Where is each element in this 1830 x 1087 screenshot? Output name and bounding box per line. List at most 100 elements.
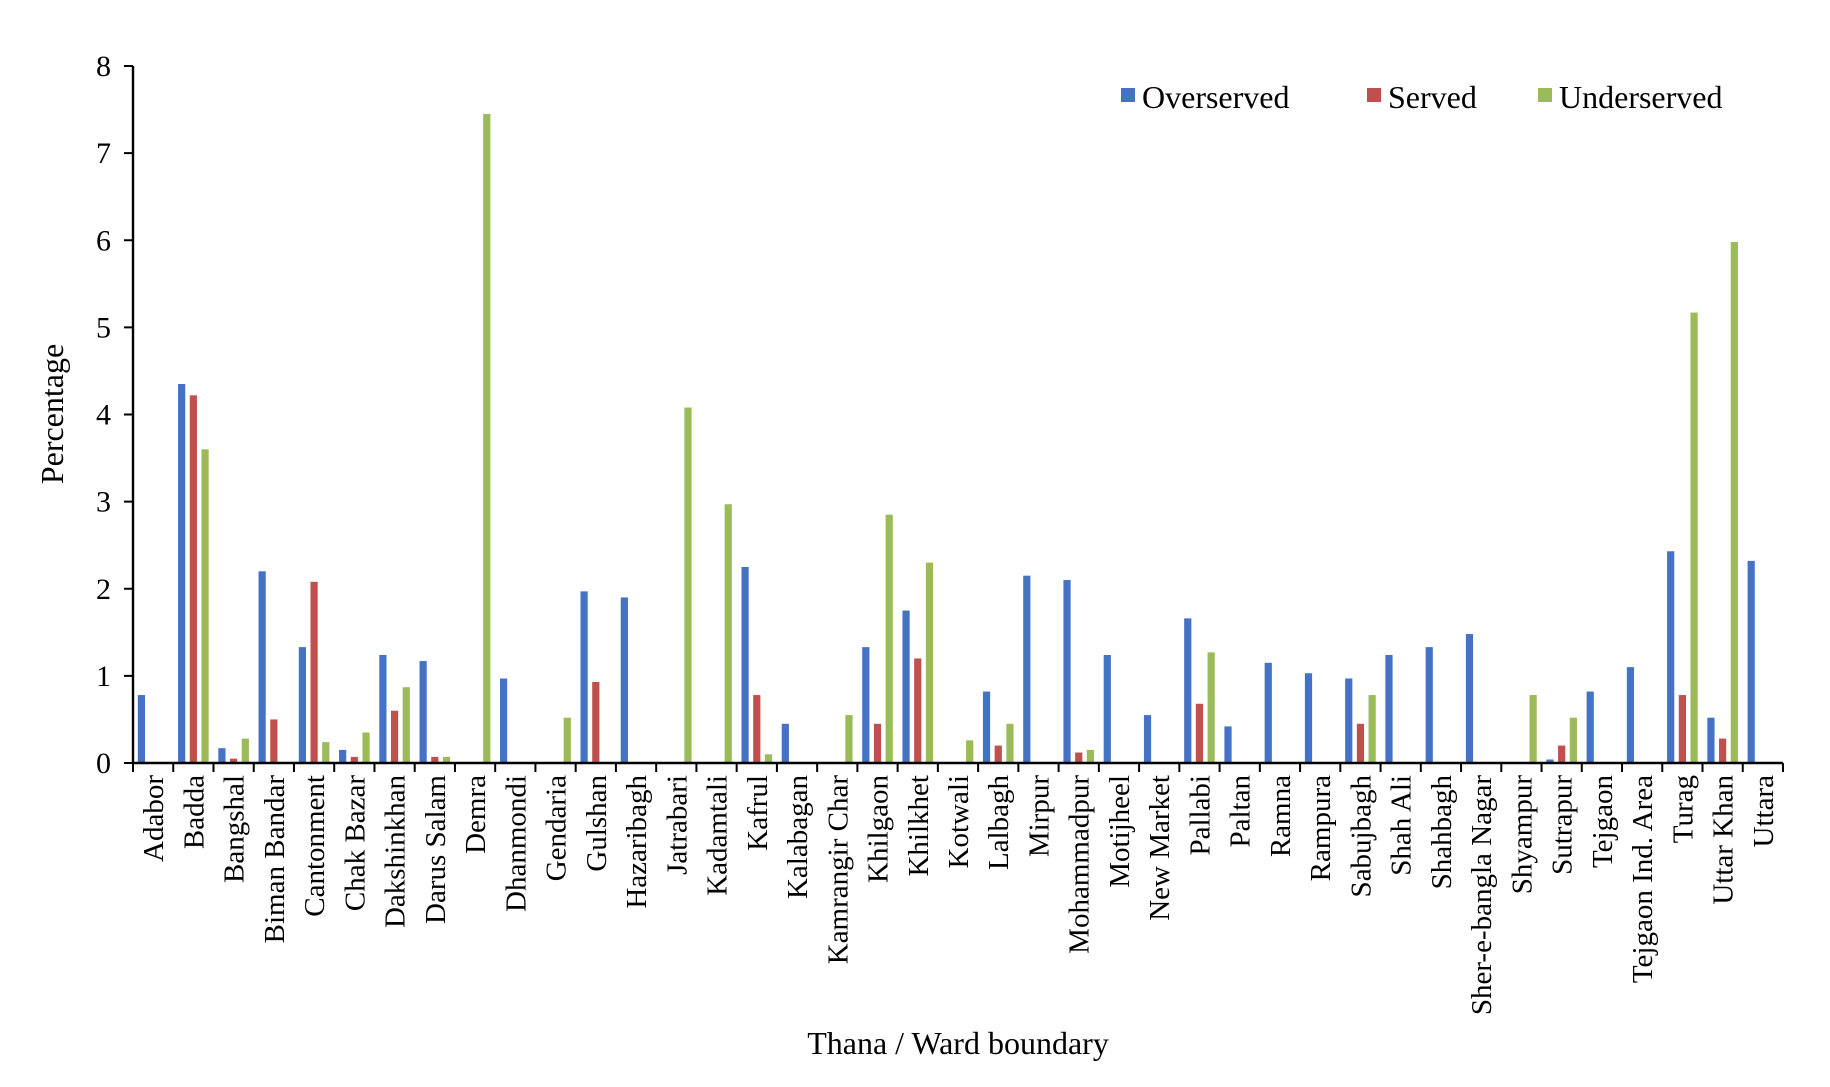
x-tick-label: Shyampur <box>1506 775 1538 895</box>
bar-underserved <box>362 732 370 763</box>
x-tick-label: Demra <box>460 775 492 854</box>
x-tick-label: Dhanmondi <box>500 775 532 912</box>
legend-label-underserved: Underserved <box>1559 79 1722 115</box>
bar-overserved <box>1747 560 1755 763</box>
bar-overserved <box>862 647 870 763</box>
bar-overserved <box>781 723 789 763</box>
bar-overserved <box>741 566 749 763</box>
bar-overserved <box>902 610 910 763</box>
x-tick-label: Sher-e-bangla Nagar <box>1466 775 1498 1015</box>
bar-served <box>753 695 761 763</box>
x-tick-label: Ramna <box>1265 775 1297 857</box>
x-tick-label: Kalabagan <box>782 775 814 899</box>
bar-underserved <box>1569 717 1577 763</box>
bar-underserved <box>724 504 732 763</box>
bar-underserved <box>241 738 249 763</box>
x-tick-label: Sutrapur <box>1547 775 1579 875</box>
legend-swatch-served <box>1367 88 1381 102</box>
bar-served <box>1719 738 1727 763</box>
bar-overserved <box>1667 551 1675 763</box>
bar-overserved <box>379 654 387 763</box>
bar-served <box>592 681 600 763</box>
legend-swatch-overserved <box>1121 88 1135 102</box>
bar-served <box>1558 745 1566 763</box>
bar-overserved <box>1546 759 1554 763</box>
x-tick-label: Kadamtali <box>702 775 734 896</box>
bar-underserved <box>1086 749 1095 763</box>
x-tick-label: Darus Salam <box>420 775 452 924</box>
x-tick-label: Kafrul <box>742 775 774 851</box>
x-tick-label: Paltan <box>1225 775 1257 848</box>
bar-overserved <box>620 597 628 763</box>
x-tick-label: New Market <box>1144 775 1176 921</box>
x-tick-label: Pallabi <box>1184 775 1216 856</box>
bar-underserved <box>402 687 410 763</box>
bar-served <box>1356 723 1365 763</box>
bar-served <box>431 756 439 763</box>
bar-underserved <box>1529 695 1537 763</box>
bar-underserved <box>1730 241 1738 763</box>
x-tick-label: Rampura <box>1305 775 1337 881</box>
x-tick-label: Tejgaon <box>1587 775 1619 868</box>
bar-underserved <box>684 407 692 763</box>
x-tick-label: Mohammadpur <box>1064 775 1096 954</box>
bar-underserved <box>201 449 209 763</box>
bar-underserved <box>1368 695 1376 763</box>
bar-overserved <box>1063 580 1071 763</box>
y-tick-label: 2 <box>96 573 111 606</box>
bar-served <box>189 395 197 763</box>
bar-underserved <box>1207 652 1215 763</box>
legend-label-served: Served <box>1388 79 1477 115</box>
bar-underserved <box>764 754 773 763</box>
x-tick-label: Badda <box>178 775 210 849</box>
y-tick-label: 6 <box>96 224 111 257</box>
bar-overserved <box>1264 662 1272 763</box>
bar-underserved <box>442 756 451 763</box>
y-tick-label: 3 <box>96 486 111 519</box>
y-tick-label: 8 <box>96 50 111 83</box>
bar-served <box>1075 752 1083 763</box>
legend-swatch-underserved <box>1538 88 1552 102</box>
y-tick-label: 7 <box>96 137 111 170</box>
bar-overserved <box>339 749 347 763</box>
y-axis-title: Percentage <box>34 344 70 484</box>
y-tick-label: 5 <box>96 311 111 344</box>
legend-label-overserved: Overserved <box>1142 79 1289 115</box>
bar-overserved <box>178 384 186 763</box>
bar-served <box>230 758 238 763</box>
x-tick-label: Khilkhet <box>903 775 935 877</box>
bar-overserved <box>1626 667 1635 763</box>
bar-underserved <box>845 715 853 763</box>
bar-overserved <box>1023 575 1031 763</box>
y-tick-label: 0 <box>96 747 111 780</box>
x-tick-label: Dakshinkhan <box>380 775 412 929</box>
bar-underserved <box>966 740 974 763</box>
x-tick-label: Sabujbagh <box>1345 775 1377 898</box>
bar-underserved <box>1690 312 1698 763</box>
x-tick-label: Bangshal <box>219 775 251 883</box>
x-tick-label: Lalbagh <box>983 775 1015 871</box>
legend: Overserved Served Underserved <box>1121 79 1722 115</box>
x-tick-label: Uttar Khan <box>1708 775 1740 905</box>
bar-underserved <box>483 113 491 763</box>
bar-underserved <box>1006 723 1014 763</box>
bar-overserved <box>1224 726 1232 763</box>
x-tick-label: Mirpur <box>1023 775 1055 858</box>
x-tick-label: Cantonment <box>299 775 331 917</box>
bars-layer <box>137 113 1755 763</box>
bar-overserved <box>1304 673 1313 763</box>
bar-served <box>270 719 278 763</box>
x-tick-label: Khilgaon <box>863 775 895 883</box>
bar-underserved <box>885 514 893 763</box>
bar-overserved <box>982 691 991 763</box>
bar-overserved <box>1465 634 1474 763</box>
x-tick-label: Jatrabari <box>661 775 693 875</box>
x-tick-label: Gendaria <box>541 775 573 881</box>
bar-overserved <box>258 571 266 763</box>
x-tick-label: Hazaribagh <box>621 775 653 909</box>
x-tick-label: Chak Bazar <box>339 775 371 911</box>
bar-underserved <box>925 562 934 763</box>
x-tick-label: Motijheel <box>1104 775 1136 888</box>
